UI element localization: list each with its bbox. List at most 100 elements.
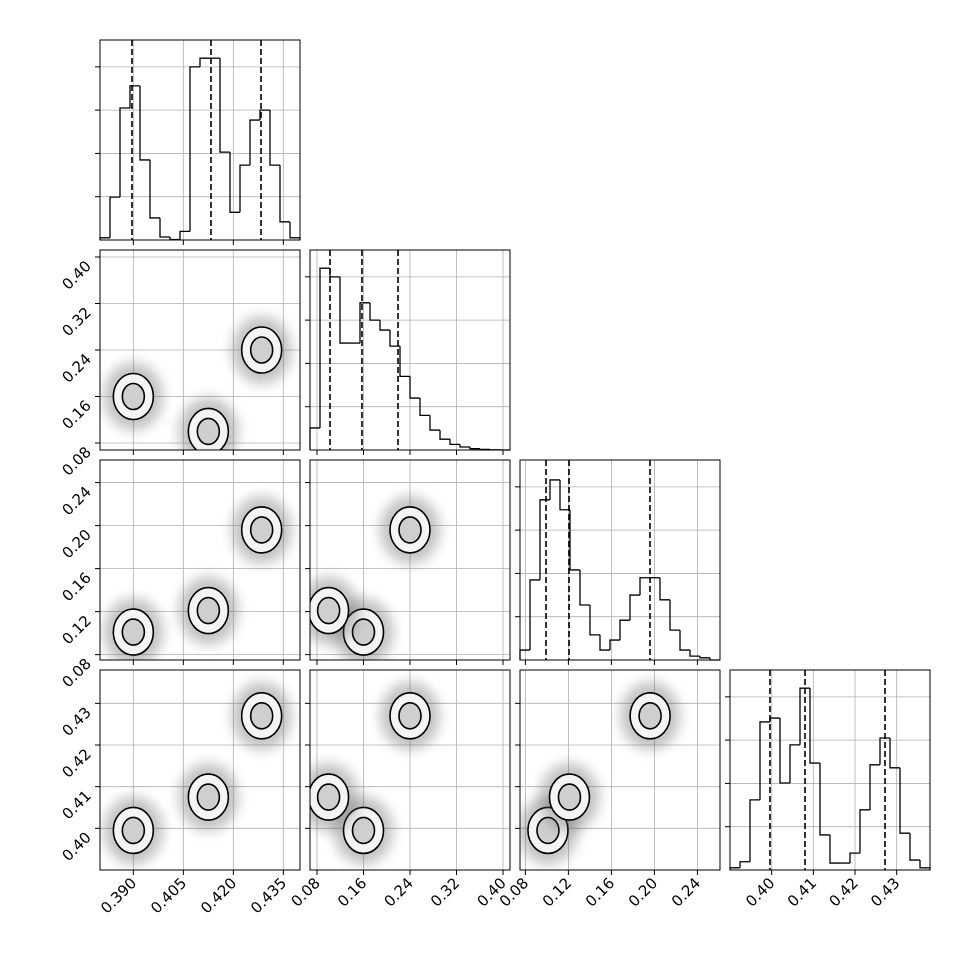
histogram-step — [889, 737, 900, 769]
histogram-step — [109, 196, 120, 238]
panel-frame — [309, 459, 511, 661]
contour-inner — [351, 816, 376, 845]
contour-inner — [249, 516, 274, 544]
panel-frame — [519, 669, 721, 871]
y-tick-label: 0.16 — [58, 397, 94, 433]
histogram-step — [449, 439, 460, 446]
panel-frame — [99, 459, 301, 661]
contour-inner — [316, 596, 341, 625]
histogram-step — [779, 718, 790, 784]
histogram-step — [829, 834, 840, 864]
panel-frame — [99, 39, 301, 241]
histogram-step — [359, 302, 370, 344]
x-tick-label: 0.390 — [97, 874, 140, 917]
histogram-step — [679, 630, 690, 651]
histogram-step — [639, 577, 650, 596]
histogram-step — [229, 152, 240, 213]
contour-inner — [249, 336, 274, 364]
histogram-step — [619, 619, 630, 641]
histogram-step — [849, 852, 860, 864]
histogram-step — [749, 799, 760, 862]
histogram-step — [389, 330, 400, 347]
histogram-step — [529, 579, 540, 651]
histogram-step — [589, 605, 600, 636]
contour-inner — [316, 783, 341, 811]
x-tick-label: 0.20 — [625, 874, 661, 910]
y-tick-label: 0.41 — [58, 787, 94, 823]
y-tick-label: 0.24 — [58, 350, 94, 386]
histogram-step — [409, 376, 420, 399]
histogram-step — [819, 763, 830, 836]
histogram-step — [429, 415, 440, 431]
histogram-step — [909, 833, 920, 861]
x-tick-label: 0.420 — [197, 874, 240, 917]
histogram-step — [479, 448, 490, 451]
histogram-step — [319, 267, 330, 428]
histogram-step — [379, 320, 390, 331]
histogram-step — [859, 809, 870, 854]
panel-frame — [99, 249, 301, 451]
histogram-step — [259, 109, 270, 121]
contour-inner — [351, 618, 376, 646]
y-tick-label: 0.16 — [58, 569, 94, 605]
histogram-step — [199, 57, 210, 67]
histogram-step — [269, 110, 280, 166]
histogram-step — [279, 165, 290, 223]
histogram-step — [699, 656, 710, 659]
contour-inner — [121, 382, 146, 411]
x-tick-label: 0.405 — [147, 874, 190, 917]
y-tick-label: 0.20 — [58, 526, 94, 562]
contour-inner — [121, 816, 146, 845]
contour-inner — [196, 783, 221, 811]
histogram-step — [569, 509, 580, 571]
histogram-step — [609, 639, 620, 651]
histogram-step — [119, 107, 130, 198]
histogram-step — [249, 119, 260, 166]
x-tick-label: 0.24 — [668, 874, 704, 910]
y-tick-label: 0.40 — [58, 257, 94, 293]
histogram-step — [419, 398, 430, 417]
y-tick-label: 0.08 — [58, 443, 94, 479]
y-tick-label: 0.43 — [58, 703, 94, 739]
contour-inner — [557, 783, 582, 811]
histogram-step — [659, 577, 670, 601]
histogram-step — [559, 479, 570, 511]
x-tick-label: 0.24 — [380, 874, 416, 910]
histogram-step — [669, 599, 680, 631]
panel-frame — [729, 669, 931, 871]
contour-inner — [121, 618, 146, 646]
histogram-step — [469, 446, 480, 450]
panel-frame — [309, 249, 511, 451]
y-tick-label: 0.12 — [58, 612, 94, 648]
y-tick-label: 0.24 — [58, 483, 94, 519]
histogram-step — [159, 217, 170, 238]
panel-frame — [519, 459, 721, 661]
contour-inner — [398, 516, 422, 544]
x-tick-label: 0.43 — [867, 874, 903, 910]
contour-inner — [249, 702, 274, 730]
histogram-step — [869, 764, 880, 810]
x-tick-label: 0.41 — [784, 874, 820, 910]
histogram-step — [439, 430, 450, 440]
contour-inner — [638, 702, 662, 730]
histogram-step — [789, 744, 800, 783]
panel-frame — [99, 669, 301, 871]
histogram-step — [129, 85, 140, 108]
x-tick-label: 0.16 — [582, 874, 618, 910]
panel-frame — [309, 669, 511, 871]
x-tick-label: 0.42 — [825, 874, 861, 910]
histogram-step — [189, 66, 200, 232]
histogram-step — [139, 85, 150, 161]
contour-inner — [196, 596, 221, 625]
histogram-step — [759, 721, 770, 800]
contour-inner — [196, 417, 221, 446]
histogram-step — [899, 767, 910, 834]
y-tick-label: 0.32 — [58, 304, 94, 340]
histogram-step — [179, 230, 190, 240]
histogram-step — [399, 346, 410, 378]
y-tick-label: 0.42 — [58, 745, 94, 781]
histogram-step — [239, 164, 250, 213]
histogram-step — [809, 688, 820, 764]
histogram-step — [689, 650, 700, 657]
